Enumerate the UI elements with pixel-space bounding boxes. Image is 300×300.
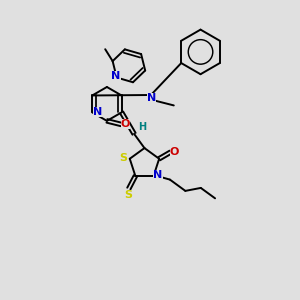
Text: N: N: [153, 170, 163, 180]
Text: O: O: [121, 119, 130, 129]
Text: S: S: [124, 190, 132, 200]
Text: N: N: [93, 107, 102, 117]
Text: S: S: [119, 153, 127, 163]
Text: N: N: [147, 93, 156, 103]
Text: H: H: [138, 122, 146, 132]
Text: O: O: [170, 147, 179, 157]
Text: N: N: [112, 71, 121, 81]
